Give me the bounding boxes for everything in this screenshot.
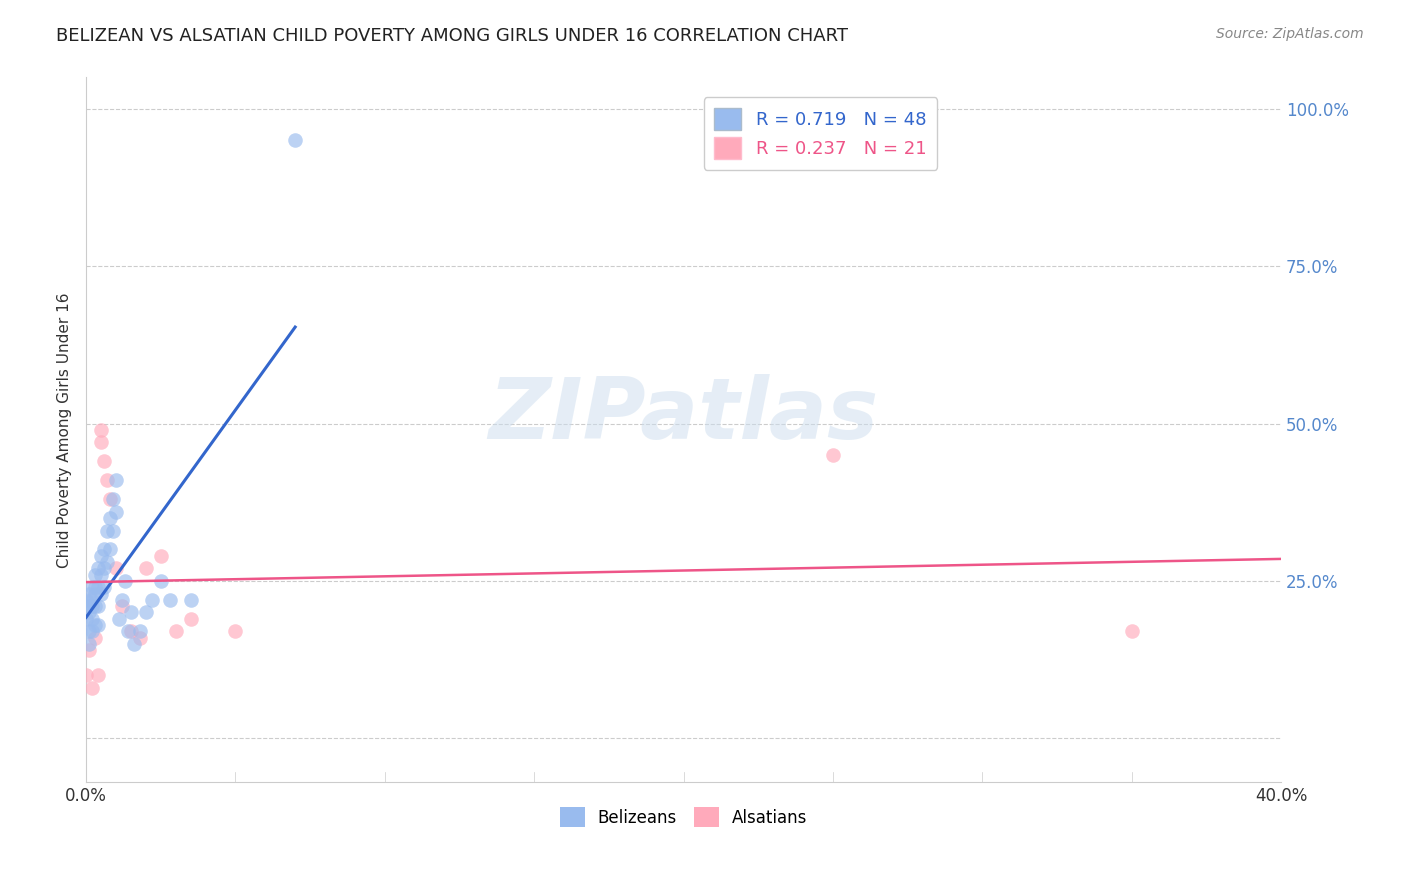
Point — [104, 505, 127, 519]
Point — [135, 561, 157, 575]
Point — [98, 511, 121, 525]
Point — [93, 454, 115, 468]
Point — [84, 567, 107, 582]
Point — [120, 624, 142, 639]
Point — [120, 606, 142, 620]
Point — [224, 624, 246, 639]
Point — [80, 592, 103, 607]
Point — [80, 599, 103, 614]
Point — [141, 592, 163, 607]
Point — [101, 492, 124, 507]
Point — [84, 586, 107, 600]
Point — [77, 624, 100, 639]
Point — [165, 624, 187, 639]
Point — [117, 624, 139, 639]
Point — [90, 549, 112, 563]
Point — [108, 612, 131, 626]
Point — [80, 580, 103, 594]
Y-axis label: Child Poverty Among Girls Under 16: Child Poverty Among Girls Under 16 — [58, 293, 72, 567]
Point — [149, 549, 172, 563]
Text: BELIZEAN VS ALSATIAN CHILD POVERTY AMONG GIRLS UNDER 16 CORRELATION CHART: BELIZEAN VS ALSATIAN CHILD POVERTY AMONG… — [56, 27, 848, 45]
Point — [77, 599, 100, 614]
Point — [93, 561, 115, 575]
Point — [98, 542, 121, 557]
Point — [84, 599, 107, 614]
Text: ZIPatlas: ZIPatlas — [488, 375, 879, 458]
Point — [90, 586, 112, 600]
Point — [159, 592, 181, 607]
Point — [77, 606, 100, 620]
Point — [90, 435, 112, 450]
Point — [75, 592, 97, 607]
Point — [821, 448, 844, 462]
Point — [77, 637, 100, 651]
Point — [87, 580, 110, 594]
Point — [80, 612, 103, 626]
Point — [77, 586, 100, 600]
Point — [93, 580, 115, 594]
Point — [96, 555, 118, 569]
Legend: Belizeans, Alsatians: Belizeans, Alsatians — [553, 800, 814, 834]
Point — [87, 561, 110, 575]
Point — [114, 574, 136, 588]
Point — [135, 606, 157, 620]
Point — [80, 681, 103, 695]
Point — [84, 580, 107, 594]
Point — [284, 133, 307, 147]
Point — [111, 592, 134, 607]
Text: Source: ZipAtlas.com: Source: ZipAtlas.com — [1216, 27, 1364, 41]
Point — [87, 668, 110, 682]
Point — [77, 643, 100, 657]
Point — [90, 567, 112, 582]
Point — [90, 423, 112, 437]
Point — [98, 492, 121, 507]
Point — [96, 524, 118, 538]
Point — [96, 473, 118, 487]
Point — [1121, 624, 1143, 639]
Point — [87, 599, 110, 614]
Point — [180, 612, 202, 626]
Point — [104, 473, 127, 487]
Point — [75, 612, 97, 626]
Point — [84, 618, 107, 632]
Point — [84, 631, 107, 645]
Point — [111, 599, 134, 614]
Point — [128, 631, 150, 645]
Point — [122, 637, 145, 651]
Point — [149, 574, 172, 588]
Point — [128, 624, 150, 639]
Point — [101, 524, 124, 538]
Point — [87, 618, 110, 632]
Point — [80, 624, 103, 639]
Point — [93, 542, 115, 557]
Point — [104, 561, 127, 575]
Point — [180, 592, 202, 607]
Point — [75, 668, 97, 682]
